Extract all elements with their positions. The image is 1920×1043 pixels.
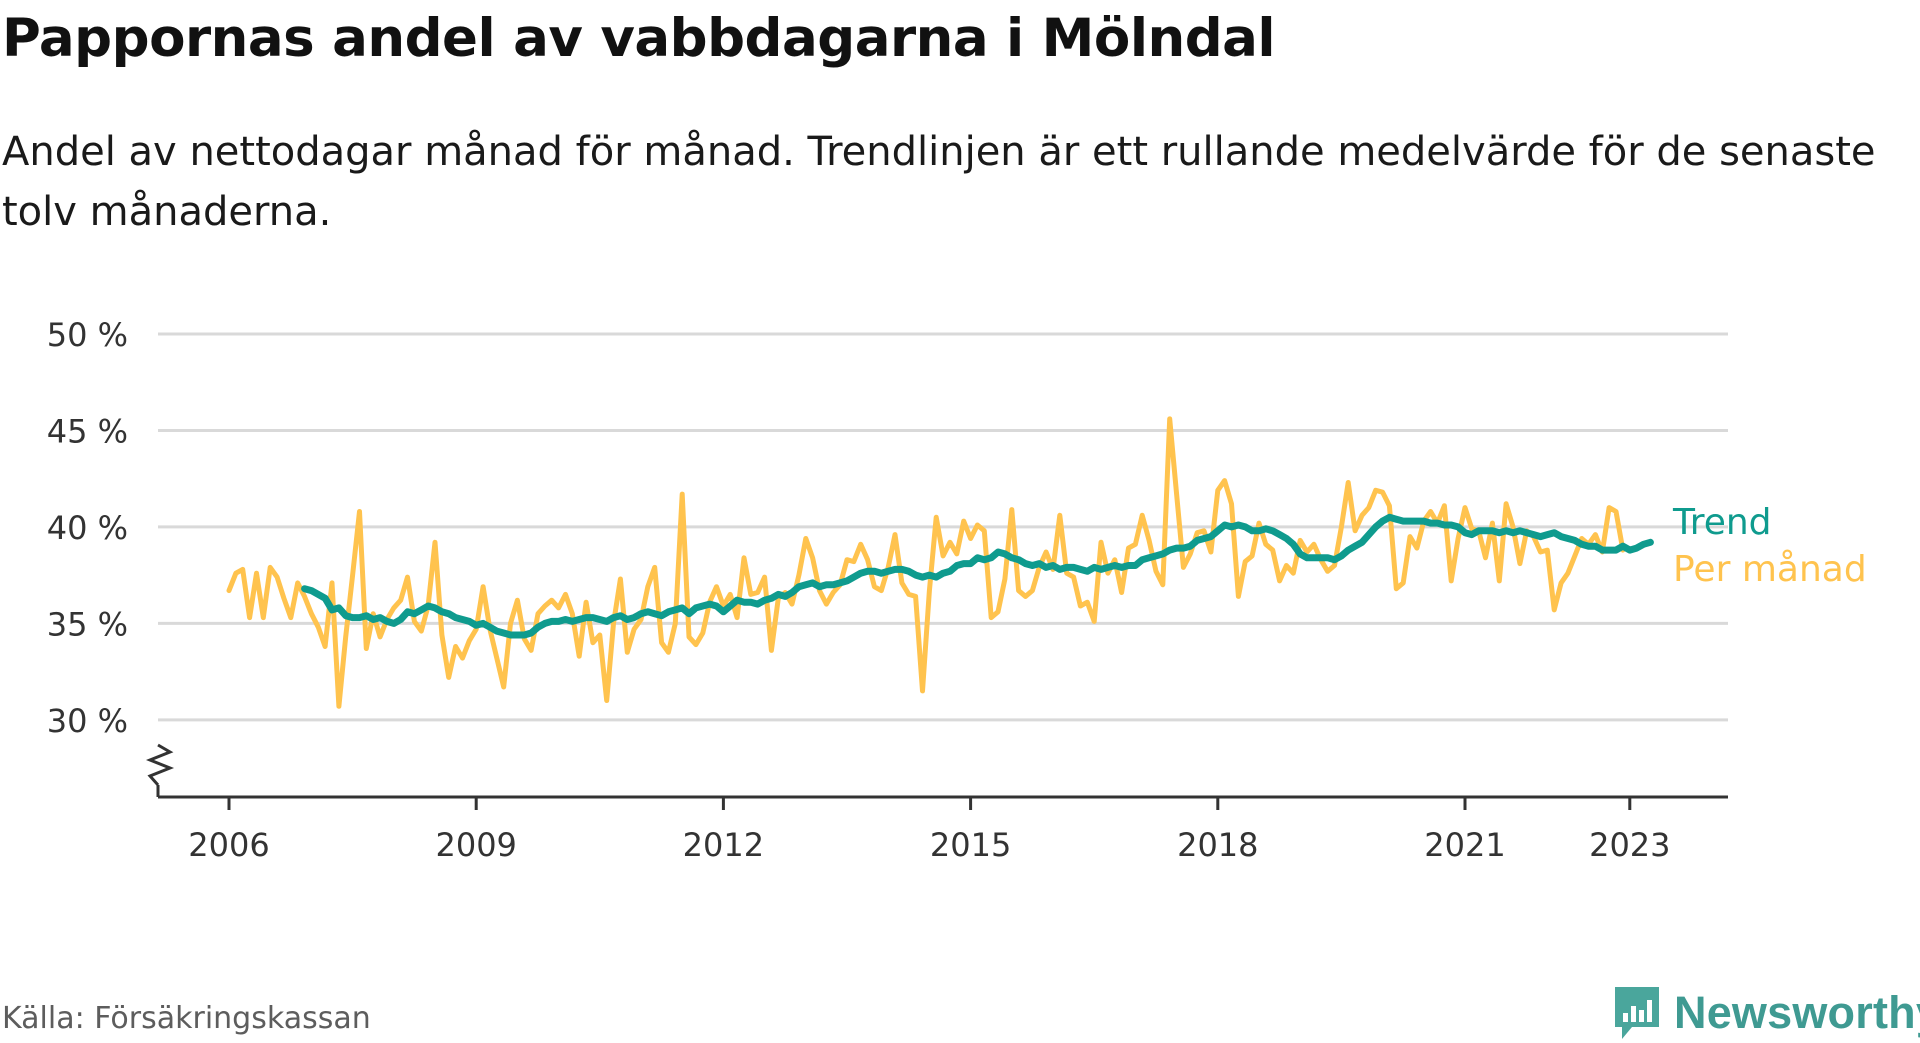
x-tick-label: 2015	[930, 826, 1011, 864]
y-tick-label: 35 %	[47, 605, 128, 643]
series	[229, 419, 1651, 707]
x-tick-label: 2023	[1589, 826, 1670, 864]
y-axis-tick-labels: 30 % 35 % 40 % 45 % 50 %	[47, 316, 128, 740]
brand-name: Newsworthy	[1674, 987, 1920, 1039]
x-tick-label: 2021	[1424, 826, 1505, 864]
x-tick-label: 2009	[435, 826, 516, 864]
newsworthy-bar-chart-logo-icon	[1612, 984, 1662, 1042]
x-tick-label: 2006	[188, 826, 269, 864]
legend-label-trend: Trend	[1672, 502, 1772, 543]
legend: Per månad Trend	[1672, 502, 1867, 590]
y-tick-label: 30 %	[47, 702, 128, 740]
axis-break-zigzag-icon	[150, 745, 170, 785]
brand-logo[interactable]: Newsworthy	[1612, 983, 1920, 1043]
y-tick-label: 50 %	[47, 316, 128, 354]
x-tick-label: 2018	[1177, 826, 1258, 864]
y-tick-label: 40 %	[47, 509, 128, 547]
legend-label-monthly: Per månad	[1673, 549, 1867, 590]
x-axis-tick-labels: 2006 2009 2012 2015 2018 2021 2023	[188, 797, 1670, 864]
monthly-series-line	[229, 419, 1623, 706]
x-axis	[150, 745, 1728, 797]
y-tick-label: 45 %	[47, 412, 128, 450]
source-note: Källa: Försäkringskassan	[2, 1001, 371, 1036]
x-tick-label: 2012	[683, 826, 764, 864]
